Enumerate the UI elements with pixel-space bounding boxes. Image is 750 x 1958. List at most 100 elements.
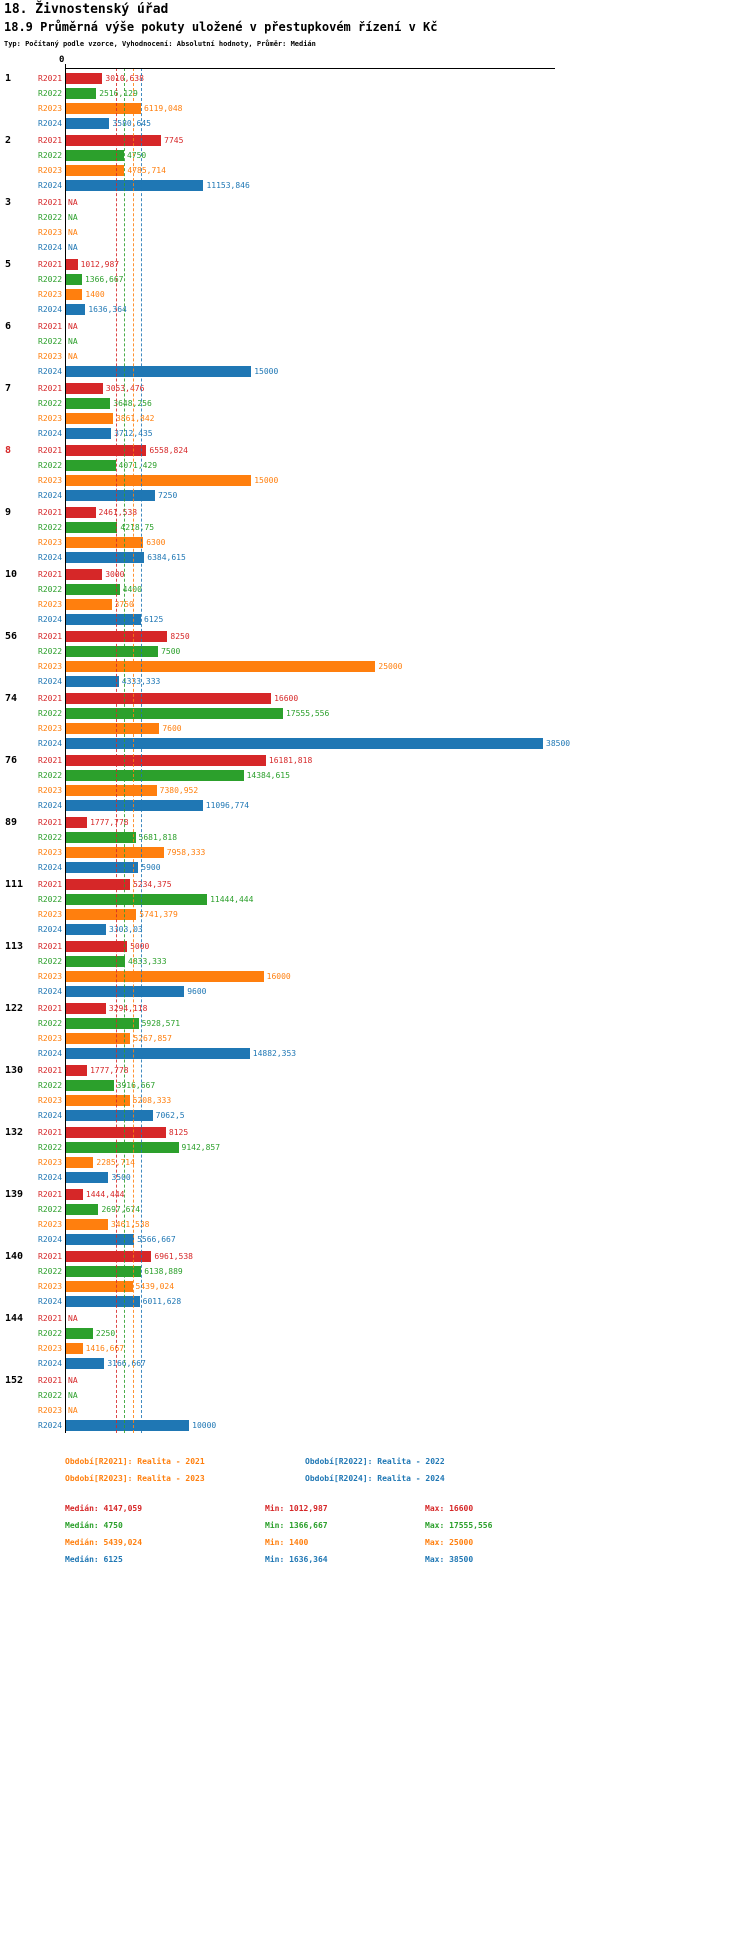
series-label: R2023 [38,662,63,671]
bar-R2021 [65,73,103,84]
report-header: 18. Živnostenský úřad 18.9 Průměrná výše… [0,0,750,49]
group-label: 89 [5,817,18,828]
bar-row: 89 R2021 1777,778 [0,815,750,830]
bar-value-label: 7600 [162,724,182,733]
page-title: 18. Živnostenský úřad [4,2,169,17]
bar-cell: 3461,538 [65,1219,750,1230]
bar-value-label: NA [68,352,78,361]
group-label: 2 [5,135,12,146]
bar-R2021 [65,1003,106,1014]
series-label: R2022 [38,1391,63,1400]
bar-cell: 15000 [65,475,750,486]
series-label: R2024 [38,1173,63,1182]
bar-cell: 3580,645 [65,118,750,129]
series-label: R2024 [38,1111,63,1120]
bar-value-label: 6119,048 [143,104,183,113]
bar-row: R2023 5267,857 [0,1031,750,1046]
bar-R2023 [65,413,113,424]
bar-R2023 [65,1157,94,1168]
bar-chart: 0 1 R2021 3010,638 R2022 2516,129 R2023 6119,0… [0,55,750,1433]
bar-R2022 [65,274,82,285]
group-label: 56 [5,631,18,642]
bar-cell: 6961,538 [65,1251,750,1262]
bar-R2024 [65,614,142,625]
group-label: 132 [5,1127,24,1138]
bar-cell: 6300 [65,537,750,548]
series-label: R2023 [38,1034,63,1043]
bar-cell: 6125 [65,614,750,625]
bar-row: R2023 3461,538 [0,1217,750,1232]
bar-value-label: 3712,435 [114,429,153,438]
bar-value-label: 3861,842 [115,414,155,423]
bar-row: R2022 3916,667 [0,1078,750,1093]
bar-R2021 [65,445,147,456]
bar-row: R2022 4750 [0,148,750,163]
bar-cell: 14384,615 [65,770,750,781]
bar-cell: 4833,333 [65,956,750,967]
bar-cell: NA [65,227,750,238]
bar-value-label: 5439,024 [135,1282,175,1291]
bar-row: 140 R2021 6961,538 [0,1249,750,1264]
bar-value-label: 7745 [164,136,184,145]
series-label: R2023 [38,786,63,795]
bar-R2023 [65,103,141,114]
bar-cell: 2250 [65,1328,750,1339]
bar-cell: NA [65,197,750,208]
stat-max-r2021: Max: 16600 [425,1504,474,1513]
bar-row: R2024 10000 [0,1418,750,1433]
bar-row: 5 R2021 1012,987 [0,257,750,272]
bar-R2022 [65,584,120,595]
bar-value-label: 3750 [114,600,134,609]
series-label: R2021 [38,74,63,83]
bar-group-74: 74 R2021 16600 R2022 17555,556 R2023 7600 R2024… [0,691,750,751]
bar-value-label: 14384,615 [246,771,290,780]
bar-value-label: 38500 [546,739,571,748]
bar-R2022 [65,150,124,161]
series-label: R2024 [38,491,63,500]
bar-row: R2024 1636,364 [0,302,750,317]
bar-row: R2024 NA [0,240,750,255]
series-label: R2021 [38,322,63,331]
bar-R2024 [65,1420,190,1431]
series-label: R2022 [38,399,63,408]
series-label: R2022 [38,337,63,346]
bar-value-label: 3648,256 [113,399,152,408]
series-label: R2023 [38,910,63,919]
bar-R2024 [65,1296,140,1307]
group-label: 111 [5,879,24,890]
bar-group-76: 76 R2021 16181,818 R2022 14384,615 R2023 7380,… [0,753,750,813]
group-label: 3 [5,197,12,208]
bar-value-label: 9600 [187,987,207,996]
bar-R2024 [65,1110,153,1121]
bar-cell: 15000 [65,366,750,377]
bar-cell: 1366,667 [65,274,750,285]
stat-max-r2024: Max: 38500 [425,1555,474,1564]
stat-min-r2024: Min: 1636,364 [265,1555,328,1564]
bar-R2024 [65,1358,105,1369]
bar-value-label: 3580,645 [112,119,151,128]
bar-value-label: 5234,375 [132,880,172,889]
bar-row: 6 R2021 NA [0,319,750,334]
bar-value-label: 25000 [378,662,403,671]
bar-row: R2023 1416,667 [0,1341,750,1356]
bar-row: 56 R2021 8250 [0,629,750,644]
series-label: R2023 [38,1220,63,1229]
series-label: R2024 [38,429,63,438]
bar-group-152: 152 R2021 NA R2022 NA R2023 NA R2024 10000 [0,1373,750,1433]
stat-median-r2021: Medián: 4147,059 [65,1504,143,1513]
bar-group-144: 144 R2021 NA R2022 2250 R2023 1416,667 R2024 316… [0,1311,750,1371]
bar-R2023 [65,599,112,610]
series-label: R2022 [38,709,63,718]
bar-value-label: 1366,667 [84,275,124,284]
series-label: R2022 [38,461,63,470]
bar-row: R2023 3750 [0,597,750,612]
bar-row: R2023 5439,024 [0,1279,750,1294]
x-axis-tick [65,64,66,68]
series-label: R2023 [38,476,63,485]
bar-row: R2022 6138,889 [0,1264,750,1279]
series-label: R2022 [38,895,63,904]
series-label: R2021 [38,694,63,703]
chart-title: 18.9 Průměrná výše pokuty uložené v přes… [4,20,438,34]
bar-R2023 [65,1343,83,1354]
group-label: 8 [5,445,12,456]
